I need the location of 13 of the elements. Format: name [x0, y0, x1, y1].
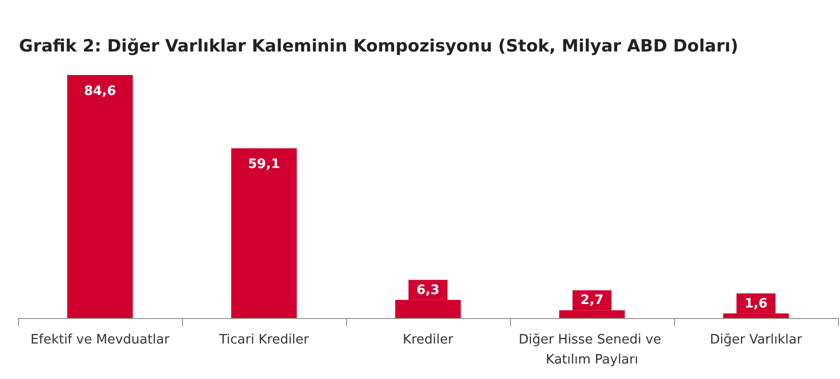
x-tick-label: Krediler [402, 332, 454, 348]
x-tick-label: Diğer Varlıklar [710, 332, 803, 348]
data-label: 2,7 [580, 293, 604, 308]
data-label: 59,1 [248, 157, 280, 172]
chart-title: Grafik 2: Diğer Varlıklar Kaleminin Kompozisyonu (Stok, Milyar ABD Doları) [19, 36, 738, 56]
data-label: 6,3 [416, 282, 440, 298]
x-tick-label: Ticari Krediler [218, 332, 310, 348]
x-tick-label: Efektif ve Mevduatlar [30, 332, 170, 348]
bar [67, 75, 133, 318]
x-tick-label: Diğer Hisse Senedi ve Katılım Payları [518, 332, 666, 368]
data-label: 84,6 [84, 84, 116, 99]
data-label: 1,6 [744, 296, 768, 312]
bar [231, 148, 297, 318]
